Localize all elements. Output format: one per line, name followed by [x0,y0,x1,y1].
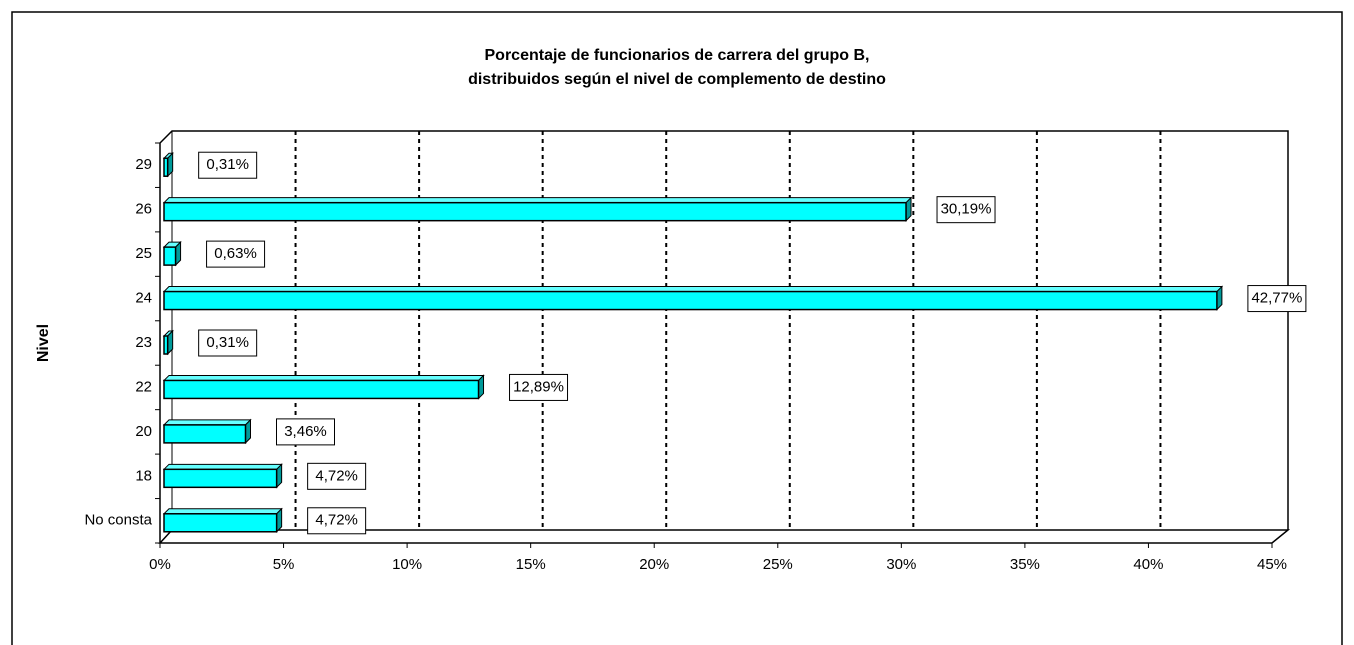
frame [11,11,1343,645]
bar-face [163,513,278,533]
x-tick-label: 25% [763,556,793,573]
bar-face [163,379,480,400]
value-label: 0,31% [206,156,249,173]
value-label: 4,72% [315,467,358,484]
x-tick-label: 15% [516,556,546,573]
value-label: 0,31% [206,334,249,351]
y-tick-label: 24 [135,290,152,307]
bar [162,285,1224,311]
y-axis-label: Nivel [35,324,52,362]
value-label-box [936,196,996,224]
value-label-box [198,151,258,179]
x-tick-label: 0% [149,556,171,573]
bar-face [163,290,1218,311]
y-tick-label: 18 [135,467,152,484]
value-label-box [509,373,569,401]
bar [162,418,252,445]
x-tick-label: 20% [639,556,669,573]
value-label-box [1247,285,1307,313]
bar-face [163,468,278,489]
y-tick-label: 20 [135,423,152,440]
bar [162,374,485,400]
value-label: 4,72% [315,512,358,529]
value-label: 3,46% [284,423,327,440]
bar [162,240,182,267]
value-label-box [307,507,367,535]
bar-face [163,157,169,177]
value-label-box [276,418,336,446]
chart-title: Porcentaje de funcionarios de carrera de… [485,47,870,64]
bar-face [163,335,169,355]
x-tick-label: 5% [273,556,295,573]
bar [162,152,174,178]
value-label-box [198,329,258,357]
x-tick-label: 45% [1257,556,1287,573]
bar-face [163,201,907,222]
y-tick-label: 29 [135,156,152,173]
value-label: 12,89% [513,378,564,395]
bar [162,463,283,489]
value-label: 0,63% [214,245,257,262]
bar-face [163,424,247,444]
y-tick-label: 25 [135,245,152,262]
bar [162,329,174,356]
value-label-box [307,462,367,490]
y-tick-label: 23 [135,334,152,351]
y-tick-label: 26 [135,201,152,218]
bar [162,196,913,222]
value-label-box [206,240,266,268]
bar-face [163,246,177,266]
bar [162,507,283,533]
value-label: 30,19% [941,201,992,218]
x-tick-label: 10% [392,556,422,573]
chart-title: distribuidos según el nivel de complemen… [468,71,886,88]
x-tick-label: 30% [886,556,916,573]
y-tick-label: No consta [84,512,152,529]
x-tick-label: 35% [1010,556,1040,573]
y-tick-label: 22 [135,378,152,395]
x-tick-label: 40% [1133,556,1163,573]
value-label: 42,77% [1251,290,1302,307]
